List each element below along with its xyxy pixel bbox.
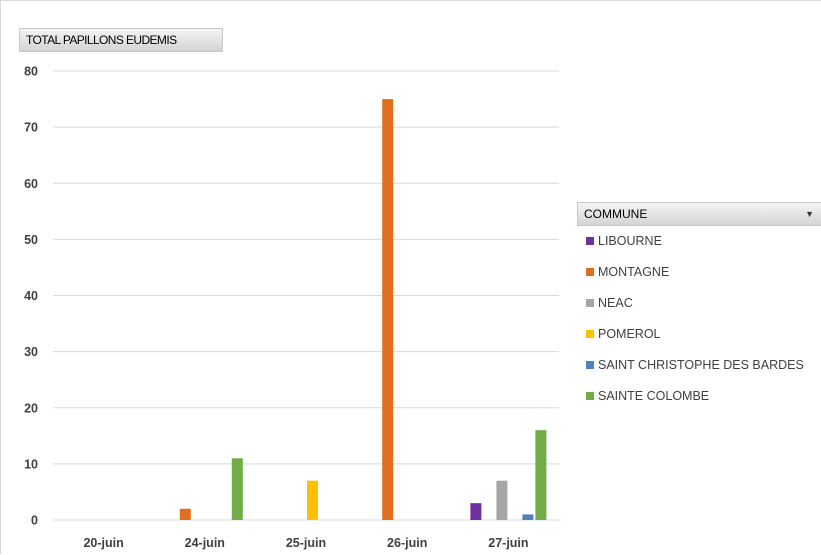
x-tick-label: 27-juin bbox=[488, 536, 528, 550]
legend-label: POMEROL bbox=[598, 327, 661, 341]
legend-item[interactable]: LIBOURNE bbox=[586, 232, 804, 263]
legend-label: LIBOURNE bbox=[598, 234, 662, 248]
x-axis-ticks: 20-juin 24-juin 25-juin 26-juin 27-juin bbox=[83, 536, 528, 550]
legend-swatch bbox=[586, 268, 594, 276]
gridlines bbox=[53, 70, 559, 521]
legend-item[interactable]: SAINTE COLOMBE bbox=[586, 387, 804, 418]
bar[interactable] bbox=[231, 458, 243, 520]
y-tick-label: 20 bbox=[24, 401, 38, 415]
bar[interactable] bbox=[496, 480, 508, 520]
legend-item[interactable]: NEAC bbox=[586, 294, 804, 325]
y-tick-label: 70 bbox=[24, 121, 38, 135]
legend-swatch bbox=[586, 237, 594, 245]
bar[interactable] bbox=[382, 99, 394, 520]
legend-swatch bbox=[586, 392, 594, 400]
y-tick-label: 10 bbox=[24, 457, 38, 471]
bar[interactable] bbox=[470, 503, 482, 520]
bar[interactable] bbox=[535, 430, 547, 520]
x-tick-label: 26-juin bbox=[387, 536, 427, 550]
legend-label: NEAC bbox=[598, 296, 633, 310]
legend-swatch bbox=[586, 330, 594, 338]
legend-label: MONTAGNE bbox=[598, 265, 670, 279]
y-tick-label: 0 bbox=[31, 514, 38, 528]
y-axis-ticks: 0 10 20 30 40 50 60 70 80 bbox=[24, 65, 38, 528]
value-field-button[interactable]: TOTAL PAPILLONS EUDEMIS bbox=[19, 28, 223, 52]
legend-swatch bbox=[586, 361, 594, 369]
y-tick-label: 60 bbox=[24, 177, 38, 191]
legend-item[interactable]: SAINT CHRISTOPHE DES BARDES bbox=[586, 356, 804, 387]
legend-swatch bbox=[586, 299, 594, 307]
y-tick-label: 50 bbox=[24, 233, 38, 247]
dropdown-arrow-icon[interactable]: ▼ bbox=[805, 209, 814, 219]
legend-title: COMMUNE bbox=[584, 207, 648, 221]
legend-item[interactable]: POMEROL bbox=[586, 325, 804, 356]
y-tick-label: 80 bbox=[24, 65, 38, 79]
legend-item[interactable]: MONTAGNE bbox=[586, 263, 804, 294]
bar[interactable] bbox=[522, 514, 534, 520]
y-tick-label: 30 bbox=[24, 345, 38, 359]
value-field-label: TOTAL PAPILLONS EUDEMIS bbox=[26, 33, 177, 47]
x-tick-label: 20-juin bbox=[83, 536, 123, 550]
bar[interactable] bbox=[179, 508, 191, 520]
bar[interactable] bbox=[307, 480, 318, 520]
legend-label: SAINT CHRISTOPHE DES BARDES bbox=[598, 358, 804, 372]
y-tick-label: 40 bbox=[24, 289, 38, 303]
x-tick-label: 25-juin bbox=[286, 536, 326, 550]
legend-label: SAINTE COLOMBE bbox=[598, 389, 710, 403]
x-tick-label: 24-juin bbox=[185, 536, 225, 550]
bars bbox=[179, 99, 547, 520]
legend-field-button[interactable]: COMMUNE ▼ bbox=[577, 202, 821, 226]
legend: LIBOURNE MONTAGNE NEAC POMEROL SAINT CHRISTO… bbox=[586, 232, 804, 418]
